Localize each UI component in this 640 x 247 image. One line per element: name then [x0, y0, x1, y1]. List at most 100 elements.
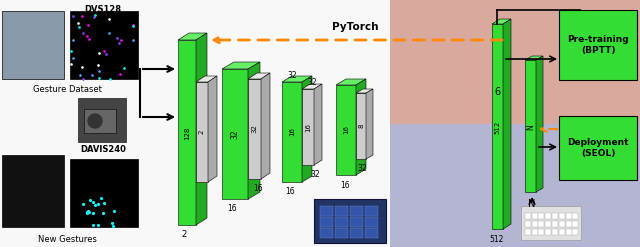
FancyBboxPatch shape: [365, 217, 378, 226]
FancyBboxPatch shape: [552, 229, 558, 235]
Text: New Gestures: New Gestures: [38, 235, 97, 244]
Polygon shape: [503, 19, 511, 229]
Text: 2: 2: [181, 230, 187, 239]
FancyBboxPatch shape: [531, 229, 538, 235]
Text: 16: 16: [253, 184, 263, 193]
Polygon shape: [356, 93, 366, 159]
Polygon shape: [492, 19, 511, 24]
Polygon shape: [336, 79, 366, 85]
FancyBboxPatch shape: [70, 159, 138, 227]
FancyBboxPatch shape: [365, 206, 378, 215]
Polygon shape: [196, 82, 208, 182]
FancyBboxPatch shape: [525, 221, 531, 227]
Text: N: N: [527, 124, 536, 130]
FancyBboxPatch shape: [84, 109, 116, 133]
Text: 16: 16: [289, 127, 295, 137]
FancyBboxPatch shape: [545, 229, 551, 235]
Polygon shape: [356, 89, 373, 93]
FancyBboxPatch shape: [319, 206, 333, 215]
FancyBboxPatch shape: [552, 221, 558, 227]
Polygon shape: [356, 79, 366, 175]
Text: 6: 6: [494, 87, 500, 97]
Polygon shape: [248, 73, 270, 79]
FancyBboxPatch shape: [545, 221, 551, 227]
FancyBboxPatch shape: [349, 227, 362, 238]
FancyBboxPatch shape: [531, 221, 538, 227]
FancyBboxPatch shape: [572, 229, 579, 235]
Circle shape: [88, 114, 102, 128]
FancyBboxPatch shape: [559, 213, 565, 219]
Polygon shape: [366, 89, 373, 159]
Text: 16: 16: [305, 123, 311, 131]
Text: 2: 2: [199, 130, 205, 134]
FancyBboxPatch shape: [531, 213, 538, 219]
FancyBboxPatch shape: [559, 221, 565, 227]
Text: 16: 16: [285, 187, 295, 196]
FancyBboxPatch shape: [559, 229, 565, 235]
Polygon shape: [208, 76, 217, 182]
Text: N: N: [528, 199, 536, 209]
Polygon shape: [248, 79, 261, 179]
FancyBboxPatch shape: [525, 229, 531, 235]
Polygon shape: [261, 73, 270, 179]
Text: 32: 32: [251, 124, 257, 133]
Polygon shape: [492, 24, 503, 229]
FancyBboxPatch shape: [390, 124, 640, 247]
Text: Gesture Dataset: Gesture Dataset: [33, 85, 101, 94]
Text: 32: 32: [287, 71, 297, 80]
Text: 16: 16: [343, 125, 349, 135]
FancyBboxPatch shape: [566, 213, 572, 219]
Polygon shape: [302, 84, 322, 89]
Polygon shape: [314, 84, 322, 165]
FancyBboxPatch shape: [559, 116, 637, 180]
Text: 512: 512: [490, 235, 504, 244]
Polygon shape: [222, 69, 248, 199]
FancyBboxPatch shape: [2, 11, 64, 79]
FancyBboxPatch shape: [349, 217, 362, 226]
FancyBboxPatch shape: [365, 227, 378, 238]
Text: 32: 32: [310, 170, 320, 179]
FancyBboxPatch shape: [319, 227, 333, 238]
Text: 128: 128: [184, 126, 190, 140]
FancyBboxPatch shape: [70, 11, 138, 79]
FancyBboxPatch shape: [335, 206, 348, 215]
Text: 32: 32: [357, 164, 367, 173]
FancyBboxPatch shape: [390, 0, 640, 124]
FancyBboxPatch shape: [335, 217, 348, 226]
FancyBboxPatch shape: [319, 217, 333, 226]
Polygon shape: [536, 56, 543, 192]
FancyBboxPatch shape: [566, 229, 572, 235]
FancyBboxPatch shape: [525, 213, 531, 219]
Polygon shape: [222, 62, 260, 69]
Text: 32: 32: [307, 78, 317, 87]
Polygon shape: [302, 89, 314, 165]
Text: 8: 8: [358, 124, 364, 128]
Polygon shape: [248, 62, 260, 199]
FancyBboxPatch shape: [566, 221, 572, 227]
Text: Pre-training
(BPTT): Pre-training (BPTT): [567, 35, 629, 55]
FancyBboxPatch shape: [552, 213, 558, 219]
Text: 16: 16: [227, 204, 237, 213]
FancyBboxPatch shape: [559, 10, 637, 80]
Polygon shape: [196, 33, 207, 225]
FancyBboxPatch shape: [2, 155, 64, 227]
Polygon shape: [178, 33, 207, 40]
Polygon shape: [196, 76, 217, 82]
FancyBboxPatch shape: [349, 206, 362, 215]
Polygon shape: [336, 85, 356, 175]
Polygon shape: [282, 76, 312, 82]
FancyBboxPatch shape: [335, 227, 348, 238]
Polygon shape: [282, 82, 302, 182]
FancyBboxPatch shape: [545, 213, 551, 219]
FancyBboxPatch shape: [538, 213, 545, 219]
Text: DAVIS240: DAVIS240: [80, 145, 126, 154]
Polygon shape: [178, 40, 196, 225]
FancyBboxPatch shape: [538, 229, 545, 235]
Polygon shape: [525, 60, 536, 192]
Text: DVS128: DVS128: [84, 5, 122, 14]
Polygon shape: [525, 56, 543, 60]
FancyBboxPatch shape: [78, 98, 126, 142]
Text: 512: 512: [494, 120, 500, 134]
FancyBboxPatch shape: [538, 221, 545, 227]
Text: 16: 16: [340, 181, 350, 190]
